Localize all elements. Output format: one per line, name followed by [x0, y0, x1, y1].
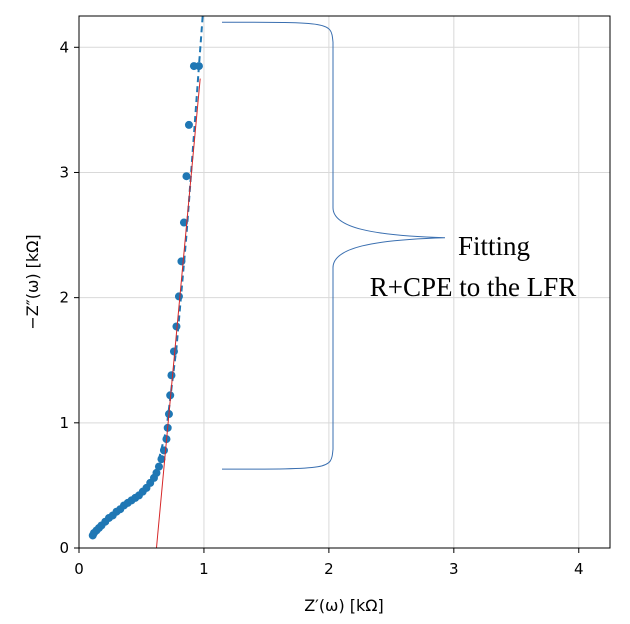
- data-point: [174, 292, 183, 301]
- data-point: [184, 120, 193, 129]
- x-tick-label: 2: [324, 560, 334, 578]
- data-point: [154, 462, 163, 471]
- plot-area: [79, 16, 610, 548]
- y-tick-label: 0: [59, 539, 69, 557]
- data-point: [179, 218, 188, 227]
- x-axis-label: Z′(ω) [kΩ]: [304, 596, 384, 615]
- annotation-line1: Fitting: [458, 231, 530, 261]
- data-point: [169, 347, 178, 356]
- annotation-line2: R+CPE to the LFR: [370, 272, 577, 302]
- data-point: [172, 322, 181, 331]
- annotation-bracket: [221, 21, 446, 470]
- y-tick-label: 1: [59, 414, 69, 432]
- data-point: [152, 468, 161, 477]
- cpe-fit-line: [155, 78, 201, 549]
- data-point: [177, 257, 186, 266]
- x-tick-label: 4: [574, 560, 584, 578]
- y-tick-label: 4: [59, 38, 69, 56]
- data-point: [159, 446, 168, 455]
- bracket-path: [221, 21, 446, 470]
- data-point: [157, 455, 166, 464]
- x-tick-label: 3: [449, 560, 459, 578]
- plot-frame: [78, 15, 611, 549]
- axis-ticks: 0 1 2 3 4 0 1 2 3 4: [59, 38, 583, 578]
- series-layer: [88, 15, 204, 549]
- data-point: [182, 172, 191, 181]
- y-tick-label: 3: [59, 163, 69, 181]
- data-point: [167, 371, 176, 380]
- data-point: [194, 62, 203, 71]
- x-tick-label: 1: [199, 560, 209, 578]
- x-tick-label: 0: [74, 560, 84, 578]
- y-axis-label: −Z″(ω) [kΩ]: [23, 234, 42, 329]
- y-tick-label: 2: [59, 289, 69, 307]
